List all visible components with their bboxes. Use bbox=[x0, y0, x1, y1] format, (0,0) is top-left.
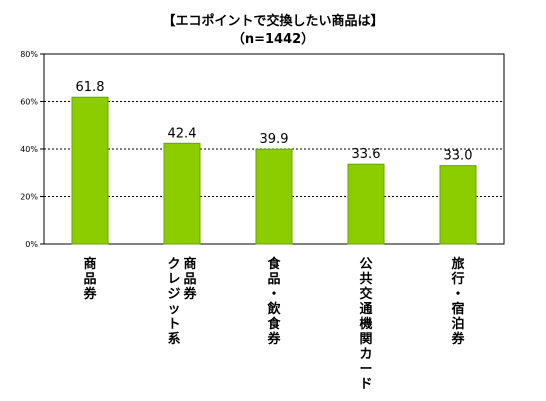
data-label: 33.0 bbox=[444, 149, 473, 164]
bar bbox=[163, 142, 201, 245]
y-tick-label: 60% bbox=[20, 98, 38, 107]
category-label: 商品券 bbox=[82, 256, 97, 302]
y-tick-label: 20% bbox=[20, 193, 38, 202]
data-label: 33.6 bbox=[352, 147, 381, 162]
data-label: 61.8 bbox=[76, 80, 105, 95]
category-label: 食品・飲食券 bbox=[266, 256, 281, 347]
chart-subtitle: （n=1442） bbox=[231, 32, 315, 47]
chart-title: 【エコポイントで交換したい商品は】 bbox=[162, 14, 384, 29]
category-label: 商品券 bbox=[182, 256, 197, 302]
data-label: 42.4 bbox=[168, 126, 197, 141]
y-tick-label: 40% bbox=[20, 145, 38, 154]
bar bbox=[71, 96, 109, 245]
y-tick-label: 0% bbox=[25, 240, 38, 249]
y-tick-label: 80% bbox=[20, 50, 38, 59]
category-label: 公共交通機関カード bbox=[359, 257, 372, 392]
data-label: 39.9 bbox=[260, 132, 289, 147]
bar bbox=[255, 148, 293, 245]
bar bbox=[347, 163, 385, 245]
category-label: クレジット系 bbox=[167, 257, 180, 347]
category-label: 旅行・宿泊券 bbox=[450, 256, 465, 347]
bar bbox=[439, 165, 477, 245]
